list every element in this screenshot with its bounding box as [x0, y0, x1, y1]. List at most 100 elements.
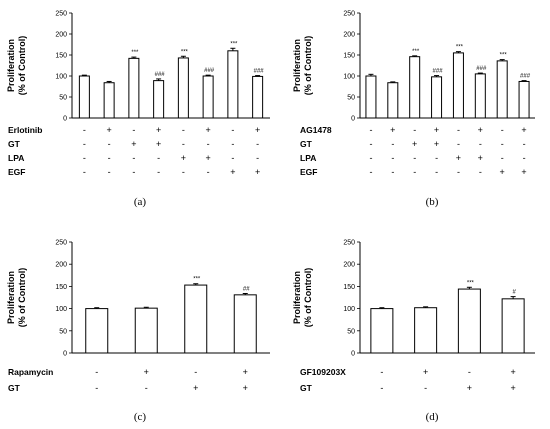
chart-b-treatment-sign: - [501, 139, 504, 149]
chart-b-significance-label: *** [456, 45, 464, 51]
chart-c-y-tick-label: 0 [63, 351, 67, 358]
chart-c-significance-label: *** [193, 277, 201, 283]
chart-c-treatment-sign: + [243, 383, 248, 393]
chart-b-treatment-sign: - [391, 139, 394, 149]
chart-d-bar [370, 308, 394, 354]
chart-a-y-tick-label: 50 [59, 95, 67, 102]
chart-b-treatment-sign: + [500, 167, 505, 177]
chart-b-bar [496, 60, 508, 119]
chart-a-significance-label: *** [131, 50, 139, 56]
chart-a-treatment-sign: + [106, 125, 111, 135]
chart-b-treatment-label: GT [300, 139, 313, 149]
chart-c-panel-label: (c) [134, 411, 147, 423]
chart-a-significance-label: ### [155, 72, 166, 78]
chart-b-treatment-sign: - [369, 139, 372, 149]
chart-b-significance-label: *** [412, 49, 420, 55]
chart-a-treatment-sign: - [132, 125, 135, 135]
chart-b-panel-label: (b) [426, 196, 439, 208]
chart-b-treatment-sign: - [435, 167, 438, 177]
chart-c-y-axis-label: (% of Control) [17, 268, 27, 327]
chart-b-significance-label: ### [520, 74, 531, 80]
chart-b-significance-label: ### [476, 66, 487, 72]
chart-b-treatment-sign: - [369, 167, 372, 177]
chart-b-treatment-sign: + [434, 139, 439, 149]
chart-a-treatment-sign: + [205, 153, 210, 163]
chart-a-treatment-sign: + [181, 153, 186, 163]
chart-c-y-tick-label: 100 [55, 306, 67, 313]
chart-a-treatment-sign: - [132, 167, 135, 177]
chart-c-y-tick-label: 50 [59, 328, 67, 335]
chart-a-treatment-sign: - [256, 153, 259, 163]
chart-a-treatment-sign: - [231, 153, 234, 163]
chart-b-y-tick-label: 100 [343, 74, 355, 81]
chart-b-treatment-sign: - [501, 153, 504, 163]
chart-d-y-tick-label: 250 [343, 240, 355, 247]
chart-b-y-tick-label: 0 [351, 116, 355, 123]
chart-b-bar [474, 73, 486, 119]
chart-a-y-tick-label: 0 [63, 116, 67, 123]
chart-b-y-axis-label: (% of Control) [303, 36, 313, 95]
chart-b-treatment-sign: - [479, 167, 482, 177]
chart-c-y-axis-label: Proliferation [6, 271, 16, 324]
chart-b-y-axis-label: Proliferation [292, 39, 302, 92]
chart-a-y-tick-label: 100 [55, 74, 67, 81]
chart-d-bar [501, 298, 525, 354]
chart-d-treatment-sign: - [380, 367, 383, 377]
chart-b-treatment-sign: + [434, 125, 439, 135]
chart-b-treatment-sign: - [457, 125, 460, 135]
chart-a-significance-label: ### [204, 68, 215, 74]
chart-a-treatment-sign: - [256, 139, 259, 149]
chart-b-treatment-sign: - [413, 125, 416, 135]
chart-a-treatment-sign: - [83, 167, 86, 177]
chart-c-treatment-sign: - [95, 383, 98, 393]
chart-d-bar [457, 288, 481, 354]
chart-b-y-tick-label: 200 [343, 32, 355, 39]
chart-b-bar [409, 56, 421, 119]
chart-c-significance-label: ## [243, 287, 250, 293]
chart-d-panel-label: (d) [426, 411, 439, 423]
chart-a-significance-label: *** [181, 49, 189, 55]
chart-c-bar [85, 308, 109, 354]
chart-b-treatment-sign: - [413, 153, 416, 163]
chart-a-treatment-sign: + [156, 139, 161, 149]
chart-d-treatment-sign: + [510, 383, 515, 393]
chart-b-treatment-sign: + [390, 125, 395, 135]
chart-b-treatment-sign: + [521, 125, 526, 135]
chart-c-treatment-sign: - [194, 367, 197, 377]
chart-b-y-tick-label: 150 [343, 53, 355, 60]
chart-a-treatment-sign: + [255, 167, 260, 177]
chart-c-treatment-sign: - [95, 367, 98, 377]
chart-b-treatment-sign: + [478, 153, 483, 163]
chart-c-y-tick-label: 250 [55, 240, 67, 247]
chart-c-treatment-sign: + [144, 367, 149, 377]
chart-b-treatment-sign: + [478, 125, 483, 135]
chart-b-significance-label: *** [500, 53, 508, 59]
chart-b-treatment-sign: - [435, 153, 438, 163]
chart-b-treatment-sign: - [391, 167, 394, 177]
chart-b-treatment-sign: + [521, 167, 526, 177]
chart-b-bar [365, 75, 377, 119]
chart-a-bar [252, 75, 264, 119]
chart-b-y-tick-label: 50 [347, 95, 355, 102]
chart-a-treatment-sign: + [255, 125, 260, 135]
chart-a-bar [202, 75, 214, 119]
chart-a-treatment-label: Erlotinib [8, 125, 42, 135]
chart-b-y-tick-label: 250 [343, 11, 355, 18]
chart-d-treatment-sign: + [467, 383, 472, 393]
chart-b-treatment-sign: - [479, 139, 482, 149]
chart-a-significance-label: ### [254, 69, 265, 75]
chart-a-treatment-label: LPA [8, 153, 24, 163]
chart-d-treatment-sign: - [380, 383, 383, 393]
chart-d-treatment-sign: - [424, 383, 427, 393]
chart-a-bar [227, 50, 239, 119]
chart-b-bar [387, 82, 399, 119]
chart-a-treatment-sign: - [207, 139, 210, 149]
chart-c-treatment-label: Rapamycin [8, 367, 53, 377]
chart-a-treatment-sign: - [83, 153, 86, 163]
chart-a-treatment-sign: - [108, 167, 111, 177]
chart-a-bar [103, 82, 115, 119]
chart-a-treatment-sign: - [182, 125, 185, 135]
chart-d-treatment-sign: + [423, 367, 428, 377]
chart-d-y-tick-label: 100 [343, 306, 355, 313]
